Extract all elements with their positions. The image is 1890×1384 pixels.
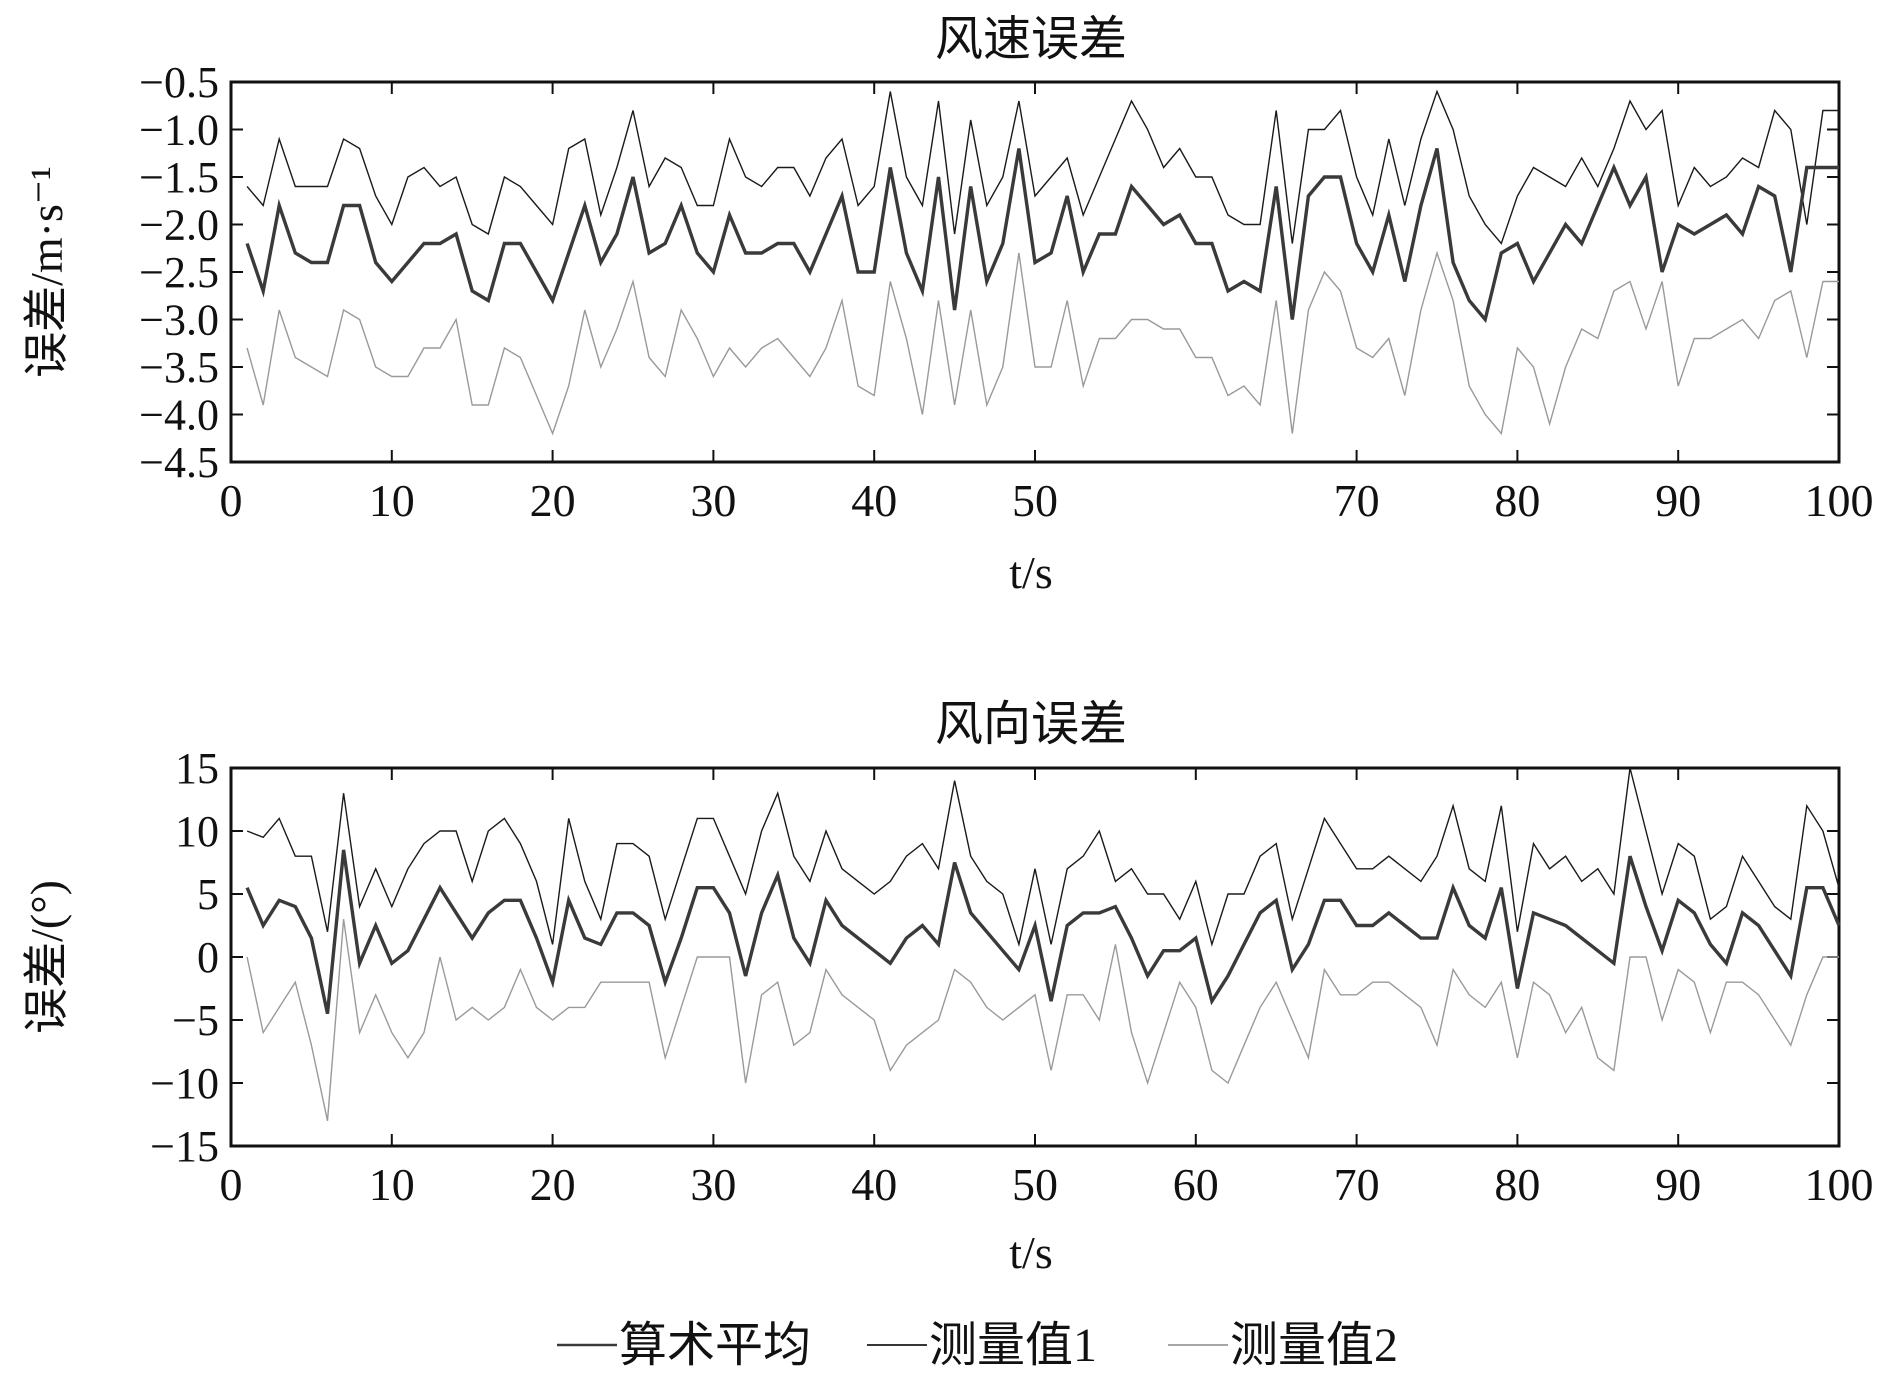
chart-title: 风速误差 xyxy=(935,13,1127,66)
x-tick-label: 40 xyxy=(851,475,897,526)
series-line-2 xyxy=(246,89,1839,245)
wind-speed-error-chart: 风速误差 −0.5−1.0−1.5−2.0−2.5−3.0−3.5−4.0−4.… xyxy=(21,13,1874,598)
legend-label: 测量值1 xyxy=(929,1319,1097,1372)
x-axis: 0 10 20 30 40 50 70 80 90 100 xyxy=(220,82,1874,526)
x-tick-label: 40 xyxy=(851,1159,897,1210)
y-axis: 15 10 5 0 −5 −10 −15 xyxy=(150,744,1839,1171)
x-tick-label: 90 xyxy=(1655,475,1701,526)
x-tick-label: 50 xyxy=(1012,1159,1058,1210)
x-tick-label: 0 xyxy=(220,1159,243,1210)
x-tick-label: 50 xyxy=(1012,475,1058,526)
y-tick-label: −15 xyxy=(150,1122,219,1171)
chart-title: 风向误差 xyxy=(935,698,1127,751)
y-tick-label: −1.5 xyxy=(139,153,219,202)
series-line-1 xyxy=(245,148,1839,324)
x-tick-label: 10 xyxy=(369,1159,415,1210)
y-tick-label: 0 xyxy=(197,933,219,982)
x-axis-label: t/s xyxy=(1009,547,1052,598)
x-tick-label: 100 xyxy=(1805,475,1874,526)
y-tick-label: −3.0 xyxy=(139,296,219,345)
series-group xyxy=(245,89,1839,436)
legend-label: 算术平均 xyxy=(619,1319,811,1372)
y-tick-label: 5 xyxy=(197,870,219,919)
x-axis: 0 10 20 30 40 50 60 70 80 90 100 xyxy=(220,768,1874,1210)
y-axis-label: 误差/m·s⁻¹ xyxy=(21,166,72,378)
y-tick-label: −2.0 xyxy=(139,201,219,250)
series-group xyxy=(245,767,1841,1121)
x-tick-label: 90 xyxy=(1655,1159,1701,1210)
y-tick-label: −4.0 xyxy=(139,391,219,440)
x-tick-label: 80 xyxy=(1494,1159,1540,1210)
x-tick-label: 80 xyxy=(1494,475,1540,526)
y-axis: −0.5−1.0−1.5−2.0−2.5−3.0−3.5−4.0−4.5 xyxy=(139,58,1839,487)
y-tick-label: −10 xyxy=(150,1059,219,1108)
y-axis-label: 误差/(°) xyxy=(21,880,72,1034)
y-tick-label: 15 xyxy=(175,744,219,793)
x-axis-label: t/s xyxy=(1009,1227,1052,1278)
y-tick-label: −3.5 xyxy=(139,343,219,392)
legend: 算术平均 测量值1 测量值2 xyxy=(557,1319,1398,1372)
y-tick-label: −1.0 xyxy=(139,106,219,155)
x-tick-label: 20 xyxy=(530,475,576,526)
y-tick-label: −0.5 xyxy=(139,58,219,107)
x-tick-label: 30 xyxy=(690,475,736,526)
x-tick-label: 20 xyxy=(530,1159,576,1210)
y-tick-label: 10 xyxy=(175,807,219,856)
x-tick-label: 100 xyxy=(1805,1159,1874,1210)
series-line-3 xyxy=(246,250,1839,436)
plot-frame xyxy=(229,766,1841,1148)
series-line-1 xyxy=(245,849,1841,1015)
y-tick-label: −5 xyxy=(172,996,219,1045)
series-line-3 xyxy=(246,919,1839,1121)
y-tick-label: −4.5 xyxy=(139,438,219,487)
y-tick-label: −2.5 xyxy=(139,248,219,297)
legend-label: 测量值2 xyxy=(1230,1319,1398,1372)
x-tick-label: 70 xyxy=(1334,475,1380,526)
x-tick-label: 10 xyxy=(369,475,415,526)
x-tick-label: 0 xyxy=(220,475,243,526)
x-tick-label: 70 xyxy=(1334,1159,1380,1210)
series-line-2 xyxy=(246,767,1840,948)
x-tick-label: 30 xyxy=(690,1159,736,1210)
x-tick-label: 60 xyxy=(1173,1159,1219,1210)
